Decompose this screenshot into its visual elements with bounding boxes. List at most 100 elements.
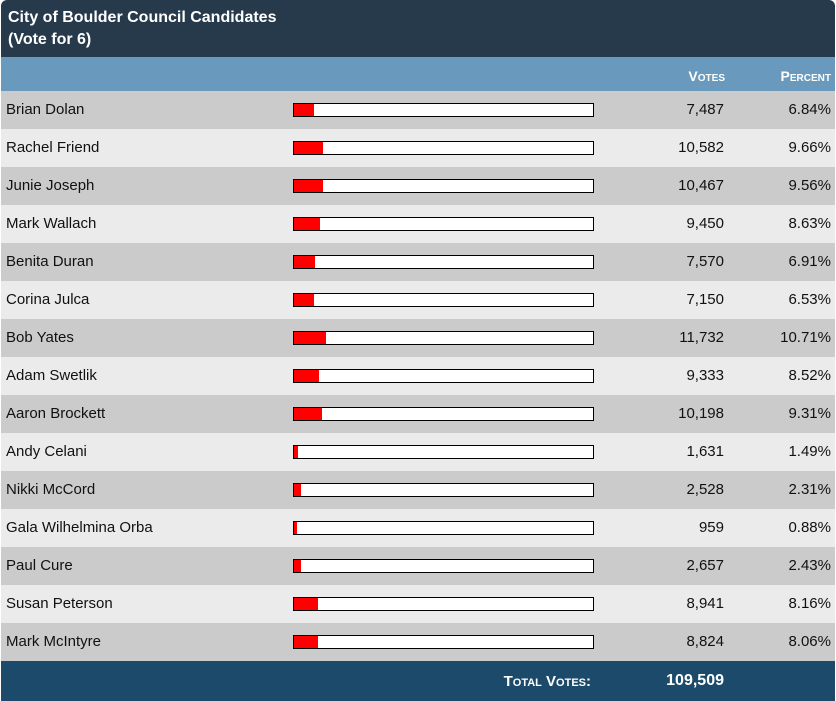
vote-share-bar <box>293 445 594 459</box>
vote-share-bar <box>293 217 594 231</box>
candidate-votes: 8,941 <box>686 595 724 612</box>
table-row: Bob Yates 11,732 10.71% <box>1 319 835 357</box>
candidate-name: Adam Swetlik <box>6 367 97 384</box>
vote-share-bar <box>293 597 594 611</box>
candidate-votes: 8,824 <box>686 633 724 650</box>
table-row: Mark Wallach 9,450 8.63% <box>1 205 835 243</box>
table-row: Junie Joseph 10,467 9.56% <box>1 167 835 205</box>
table-row: Brian Dolan 7,487 6.84% <box>1 91 835 129</box>
vote-share-fill <box>294 598 319 610</box>
vote-share-fill <box>294 522 297 534</box>
vote-share-bar <box>293 407 594 421</box>
vote-share-bar <box>293 331 594 345</box>
vote-share-bar <box>293 521 594 535</box>
vote-share-fill <box>294 636 319 648</box>
candidate-name: Rachel Friend <box>6 139 100 156</box>
vote-share-fill <box>294 370 320 382</box>
candidate-percent: 8.16% <box>788 595 831 612</box>
candidate-votes: 9,333 <box>686 367 724 384</box>
candidate-percent: 8.06% <box>788 633 831 650</box>
table-row: Benita Duran 7,570 6.91% <box>1 243 835 281</box>
column-header: Votes Percent <box>1 57 835 91</box>
candidate-name: Aaron Brockett <box>6 405 106 422</box>
table-row: Mark McIntyre 8,824 8.06% <box>1 623 835 661</box>
vote-share-fill <box>294 142 323 154</box>
vote-share-fill <box>294 446 299 458</box>
candidate-votes: 7,487 <box>686 101 724 118</box>
votes-header: Votes <box>688 68 725 84</box>
vote-share-fill <box>294 218 320 230</box>
candidate-name: Junie Joseph <box>6 177 95 194</box>
candidate-votes: 10,467 <box>678 177 724 194</box>
table-title: City of Boulder Council Candidates (Vote… <box>1 0 835 57</box>
candidate-percent: 1.49% <box>788 443 831 460</box>
candidate-name: Paul Cure <box>6 557 73 574</box>
candidate-percent: 2.31% <box>788 481 831 498</box>
candidate-votes: 1,631 <box>686 443 724 460</box>
vote-share-bar <box>293 103 594 117</box>
candidate-name: Corina Julca <box>6 291 90 308</box>
vote-share-bar <box>293 483 594 497</box>
candidate-percent: 8.63% <box>788 215 831 232</box>
table-row: Paul Cure 2,657 2.43% <box>1 547 835 585</box>
candidate-percent: 8.52% <box>788 367 831 384</box>
total-votes-label: Total Votes: <box>503 673 591 690</box>
candidate-votes: 7,570 <box>686 253 724 270</box>
candidate-votes: 11,732 <box>679 329 724 346</box>
candidate-votes: 9,450 <box>686 215 724 232</box>
vote-share-bar <box>293 141 594 155</box>
vote-share-bar <box>293 293 594 307</box>
vote-share-fill <box>294 180 323 192</box>
candidate-votes: 10,198 <box>678 405 724 422</box>
vote-share-bar <box>293 255 594 269</box>
vote-share-bar <box>293 369 594 383</box>
candidate-name: Benita Duran <box>6 253 94 270</box>
vote-share-bar <box>293 635 594 649</box>
candidate-name: Brian Dolan <box>6 101 85 118</box>
table-row: Andy Celani 1,631 1.49% <box>1 433 835 471</box>
total-row: Total Votes: 109,509 <box>1 661 835 701</box>
table-row: Nikki McCord 2,528 2.31% <box>1 471 835 509</box>
candidate-percent: 0.88% <box>788 519 831 536</box>
vote-share-fill <box>294 484 301 496</box>
vote-share-bar <box>293 179 594 193</box>
table-row: Susan Peterson 8,941 8.16% <box>1 585 835 623</box>
candidate-votes: 10,582 <box>678 139 724 156</box>
candidate-votes: 2,657 <box>686 557 724 574</box>
candidate-percent: 6.91% <box>788 253 831 270</box>
candidate-percent: 6.84% <box>788 101 831 118</box>
candidate-name: Gala Wilhelmina Orba <box>6 519 153 536</box>
total-votes-value: 109,509 <box>666 672 724 689</box>
candidate-rows: Brian Dolan 7,487 6.84% Rachel Friend 10,… <box>1 91 835 661</box>
contest-title: City of Boulder Council Candidates <box>8 9 277 26</box>
vote-share-fill <box>294 560 302 572</box>
table-row: Adam Swetlik 9,333 8.52% <box>1 357 835 395</box>
percent-header: Percent <box>780 68 831 84</box>
vote-share-bar <box>293 559 594 573</box>
candidate-name: Susan Peterson <box>6 595 113 612</box>
candidate-name: Nikki McCord <box>6 481 96 498</box>
candidate-name: Andy Celani <box>6 443 87 460</box>
candidate-percent: 2.43% <box>788 557 831 574</box>
table-row: Corina Julca 7,150 6.53% <box>1 281 835 319</box>
candidate-name: Mark McIntyre <box>6 633 102 650</box>
vote-share-fill <box>294 332 327 344</box>
candidate-votes: 959 <box>698 519 724 536</box>
table-row: Gala Wilhelmina Orba 959 0.88% <box>1 509 835 547</box>
vote-share-fill <box>294 104 315 116</box>
candidate-votes: 7,150 <box>686 291 724 308</box>
candidate-votes: 2,528 <box>686 481 724 498</box>
candidate-percent: 9.31% <box>788 405 831 422</box>
candidate-name: Mark Wallach <box>6 215 97 232</box>
vote-share-fill <box>294 408 322 420</box>
candidate-percent: 9.66% <box>788 139 831 156</box>
candidate-name: Bob Yates <box>6 329 74 346</box>
table-row: Aaron Brockett 10,198 9.31% <box>1 395 835 433</box>
candidate-percent: 9.56% <box>788 177 831 194</box>
candidate-percent: 10.71% <box>780 329 831 346</box>
vote-share-fill <box>294 256 315 268</box>
contest-subtitle: (Vote for 6) <box>8 31 92 48</box>
candidate-percent: 6.53% <box>788 291 831 308</box>
vote-share-fill <box>294 294 314 306</box>
